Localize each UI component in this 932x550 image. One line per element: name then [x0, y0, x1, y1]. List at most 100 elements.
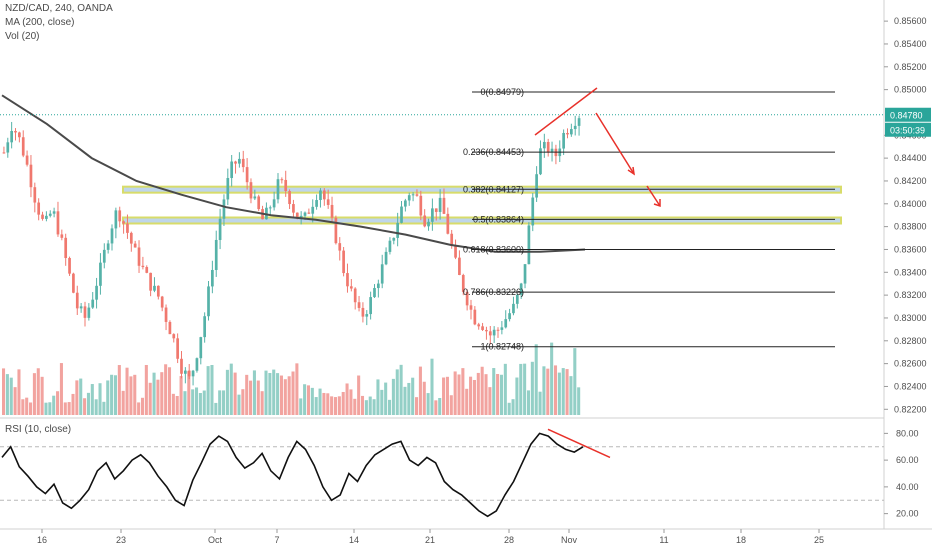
candle-body — [222, 199, 226, 219]
volume-bar — [330, 396, 334, 415]
last-price-tag-text: 0.84780 — [890, 111, 923, 121]
x-tick-label: 28 — [504, 535, 514, 545]
candle-body — [438, 197, 442, 212]
candle-body — [461, 275, 465, 292]
candle-body — [276, 179, 280, 200]
volume-bar — [569, 376, 573, 415]
candle-body — [404, 200, 407, 207]
x-tick-label: Oct — [208, 535, 223, 545]
volume-bar — [411, 377, 415, 415]
volume-bar — [434, 400, 438, 415]
rsi-legend[interactable]: RSI (10, close) — [5, 424, 72, 435]
ma-200-line — [1, 94, 586, 253]
volume-bar — [164, 364, 168, 415]
fib-level-label: 1(0.82748) — [480, 342, 524, 352]
volume-bar — [71, 393, 75, 415]
candle-body — [477, 324, 481, 327]
fib-level-label: 0.618(0.83600) — [463, 244, 524, 254]
y-tick-label: 0.84200 — [894, 176, 927, 186]
y-tick-label: 0.82600 — [894, 359, 927, 369]
candle-body — [411, 194, 415, 196]
candle-body — [176, 338, 179, 359]
volume-bar — [13, 387, 17, 415]
candle-body — [21, 137, 25, 156]
volume-bar — [573, 348, 577, 415]
volume-bar — [167, 367, 172, 415]
candle-body — [64, 237, 68, 259]
volume-bar — [530, 361, 534, 415]
candle-body — [234, 161, 237, 164]
volume-bar — [372, 399, 376, 415]
candle-body — [365, 314, 369, 317]
support-zone — [122, 216, 842, 225]
candle-body — [199, 337, 203, 359]
volume-bar — [538, 391, 542, 415]
candle-body — [145, 267, 149, 273]
candle-body — [535, 174, 538, 198]
candle-body — [245, 167, 249, 183]
volume-bar — [349, 389, 353, 415]
vol-legend[interactable]: Vol (20) — [5, 31, 40, 42]
y-tick-label: 0.83800 — [894, 222, 927, 232]
volume-bar — [75, 380, 79, 415]
candle-body — [29, 164, 33, 188]
candle-body — [515, 294, 519, 304]
candle-body — [114, 210, 118, 229]
volume-bar — [430, 358, 434, 415]
volume-bar — [445, 376, 449, 415]
volume-bar — [32, 373, 36, 415]
volume-bar — [391, 378, 395, 415]
volume-bar — [395, 369, 399, 415]
candle-body — [226, 178, 230, 200]
x-tick-label: 23 — [116, 535, 126, 545]
candle-body — [531, 197, 535, 226]
y-tick-label: 0.85200 — [894, 62, 927, 72]
volume-bar — [511, 399, 515, 415]
volume-bar — [314, 397, 318, 415]
volume-bar — [48, 402, 52, 415]
candle-body — [14, 130, 17, 133]
volume-bar — [476, 372, 480, 415]
candle-body — [419, 195, 423, 216]
candle-body — [546, 141, 550, 153]
rsi-tick-label: 20.00 — [896, 509, 919, 519]
candle-body — [458, 257, 461, 276]
volume-bar — [496, 373, 500, 415]
candle-body — [257, 196, 261, 210]
volume-bar — [553, 365, 558, 415]
volume-bar — [225, 369, 229, 415]
candle-body — [376, 283, 380, 289]
volume-bar — [36, 368, 40, 415]
candle-body — [342, 250, 345, 274]
candle-body — [191, 370, 195, 377]
candle-body — [400, 206, 403, 223]
candle-body — [214, 239, 218, 270]
y-tick-label: 0.83000 — [894, 313, 927, 323]
candle-body — [311, 206, 315, 214]
candle-body — [156, 285, 160, 297]
volume-bar — [438, 398, 442, 415]
volume-bar — [63, 402, 67, 415]
candle-body — [249, 182, 253, 199]
y-tick-label: 0.82400 — [894, 381, 927, 391]
volume-bar — [492, 368, 496, 415]
volume-bar — [252, 370, 256, 415]
volume-bar — [214, 402, 218, 415]
volume-bar — [245, 374, 249, 415]
candle-body — [330, 204, 334, 218]
candle-body — [187, 370, 191, 377]
candle-body — [338, 243, 342, 251]
volume-bar — [133, 374, 137, 415]
rsi-divergence-line — [547, 428, 611, 459]
ma-legend[interactable]: MA (200, close) — [5, 17, 75, 28]
volume-bar — [295, 363, 299, 415]
y-tick-label: 0.85600 — [894, 16, 927, 26]
candle-body — [141, 265, 145, 268]
volume-bar — [303, 384, 307, 415]
candle-body — [388, 240, 392, 252]
candle-body — [129, 232, 133, 244]
volume-bar — [318, 388, 322, 415]
volume-bar — [268, 372, 272, 415]
symbol-legend[interactable]: NZD/CAD, 240, OANDA — [5, 3, 113, 14]
